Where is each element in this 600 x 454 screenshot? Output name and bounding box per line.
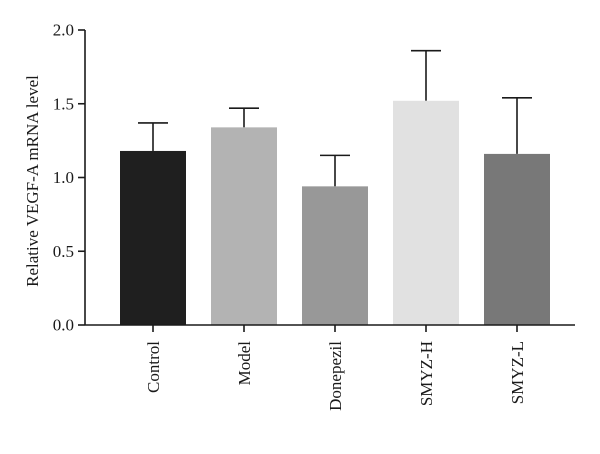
bar-smyz-h [393, 100, 459, 325]
x-ticks: Control Model Donepezil SMYZ-H SMYZ-L [144, 325, 527, 411]
y-tick-label: 0.5 [53, 242, 74, 261]
y-tick-label: 1.0 [53, 168, 74, 187]
error-bars [138, 49, 532, 187]
bar-model [211, 127, 277, 325]
y-tick-label: 2.0 [53, 21, 74, 40]
x-tick-label: SMYZ-L [508, 341, 527, 404]
bars [120, 100, 550, 325]
y-tick-label: 1.5 [53, 94, 74, 113]
y-axis-title: Relative VEGF-A mRNA level [23, 75, 42, 287]
bar-smyz-l [484, 153, 550, 325]
bar-donepezil [302, 186, 368, 325]
y-ticks: 0.0 0.5 1.0 1.5 2.0 [53, 21, 85, 335]
x-tick-label: Model [235, 341, 254, 386]
bar-control [120, 150, 186, 325]
y-tick-label: 0.0 [53, 316, 74, 335]
x-tick-label: SMYZ-H [417, 341, 436, 406]
x-tick-label: Donepezil [326, 341, 345, 411]
x-tick-label: Control [144, 341, 163, 393]
